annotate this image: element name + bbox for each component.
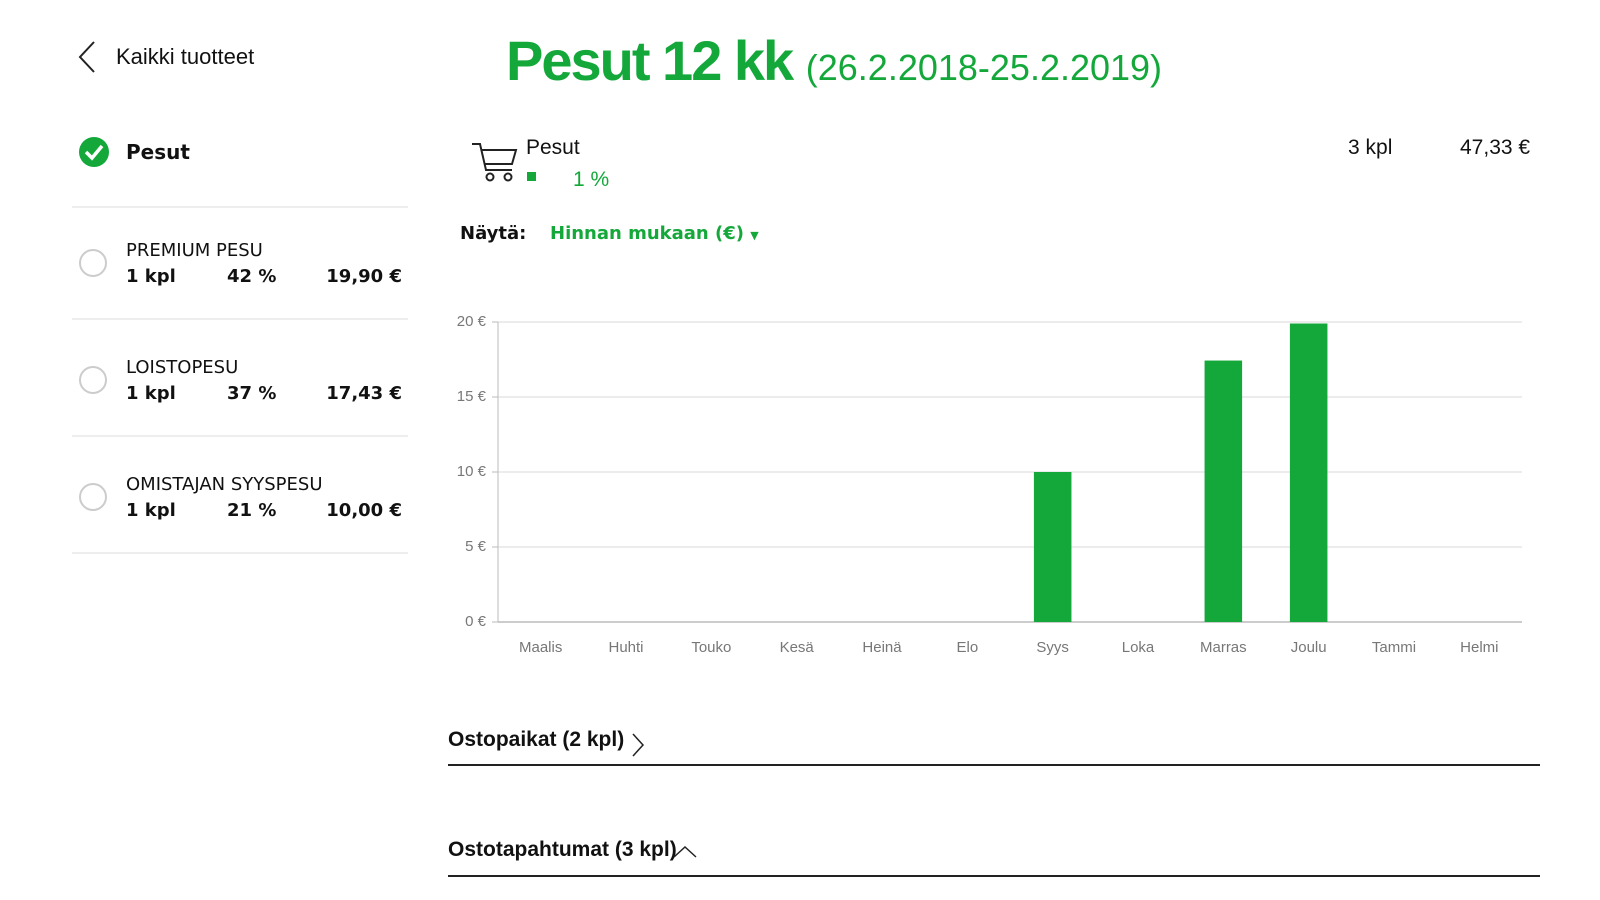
- chart: 0 € 5 € 10 € 15 € 20 € Maalis Huhti Touko Kesä He…: [457, 313, 1522, 656]
- product-quantity: 1 kpl: [126, 266, 176, 287]
- separator: [72, 435, 408, 437]
- chevron-up[interactable]: [672, 844, 698, 860]
- period: (26.2.2018-25.2.2019): [805, 47, 1163, 88]
- product-quantity: 1 kpl: [126, 500, 176, 521]
- x-tick-label: Helmi: [1460, 639, 1498, 656]
- title: Pesut 12 kk: [506, 29, 794, 92]
- product-share: 21 %: [227, 500, 277, 521]
- radio[interactable]: [78, 365, 108, 395]
- y-tick-label: 10 €: [457, 463, 487, 480]
- product-price: 19,90 €: [326, 266, 402, 287]
- x-tick-label: Huhti: [608, 639, 643, 656]
- y-tick-label: 15 €: [457, 388, 487, 405]
- section-header[interactable]: Ostotapahtumat (3 kpl): [448, 838, 677, 861]
- product-quantity: 1 kpl: [126, 383, 176, 404]
- back-link[interactable]: Kaikki tuotteet: [116, 44, 255, 69]
- y-tick-label: 20 €: [457, 313, 487, 330]
- separator: [72, 318, 408, 320]
- x-tick-label: Tammi: [1372, 639, 1416, 656]
- legend-swatch: [527, 172, 536, 181]
- product-name[interactable]: PREMIUM PESU: [126, 240, 263, 261]
- filter-dropdown[interactable]: Hinnan mukaan (€) ▼: [550, 223, 759, 244]
- cart-icon: [472, 143, 518, 182]
- product-name[interactable]: OMISTAJAN SYYSPESU: [126, 474, 323, 495]
- chevron-right[interactable]: [630, 732, 646, 758]
- product-share: 37 %: [227, 383, 277, 404]
- product-share: 42 %: [227, 266, 277, 287]
- radio[interactable]: [78, 248, 108, 278]
- product-name[interactable]: LOISTOPESU: [126, 357, 239, 378]
- bar: [1289, 323, 1328, 622]
- product-price: 17,43 €: [326, 383, 402, 404]
- summary-name: Pesut: [526, 136, 580, 159]
- bar: [1033, 472, 1072, 622]
- filter-value[interactable]: Hinnan mukaan (€): [550, 223, 744, 244]
- x-tick-label: Kesä: [780, 639, 815, 656]
- x-tick-label: Marras: [1200, 639, 1247, 656]
- x-tick-label: Heinä: [862, 639, 902, 656]
- summary-quantity: 3 kpl: [1348, 136, 1393, 159]
- separator: [72, 552, 408, 554]
- separator: [72, 206, 408, 208]
- y-tick-label: 0 €: [465, 613, 487, 630]
- x-tick-label: Syys: [1036, 639, 1069, 656]
- x-tick-label: Touko: [691, 639, 731, 656]
- summary-share: 1 %: [573, 168, 610, 191]
- x-tick-label: Loka: [1122, 639, 1155, 656]
- x-tick-label: Maalis: [519, 639, 562, 656]
- check-icon[interactable]: [78, 136, 110, 168]
- y-tick-label: 5 €: [465, 538, 487, 555]
- section-header[interactable]: Ostopaikat (2 kpl): [448, 728, 625, 751]
- filter-label: Näytä:: [460, 223, 527, 244]
- selected-category[interactable]: Pesut: [126, 140, 190, 164]
- back-icon[interactable]: [76, 40, 100, 74]
- divider: [448, 764, 1540, 766]
- divider: [448, 875, 1540, 877]
- product-price: 10,00 €: [326, 500, 402, 521]
- summary-total: 47,33 €: [1460, 136, 1531, 159]
- bar: [1204, 360, 1243, 622]
- radio[interactable]: [78, 482, 108, 512]
- x-tick-label: Joulu: [1291, 639, 1327, 656]
- x-tick-label: Elo: [956, 639, 978, 656]
- page-title: Pesut 12 kk (26.2.2018-25.2.2019): [506, 28, 1162, 93]
